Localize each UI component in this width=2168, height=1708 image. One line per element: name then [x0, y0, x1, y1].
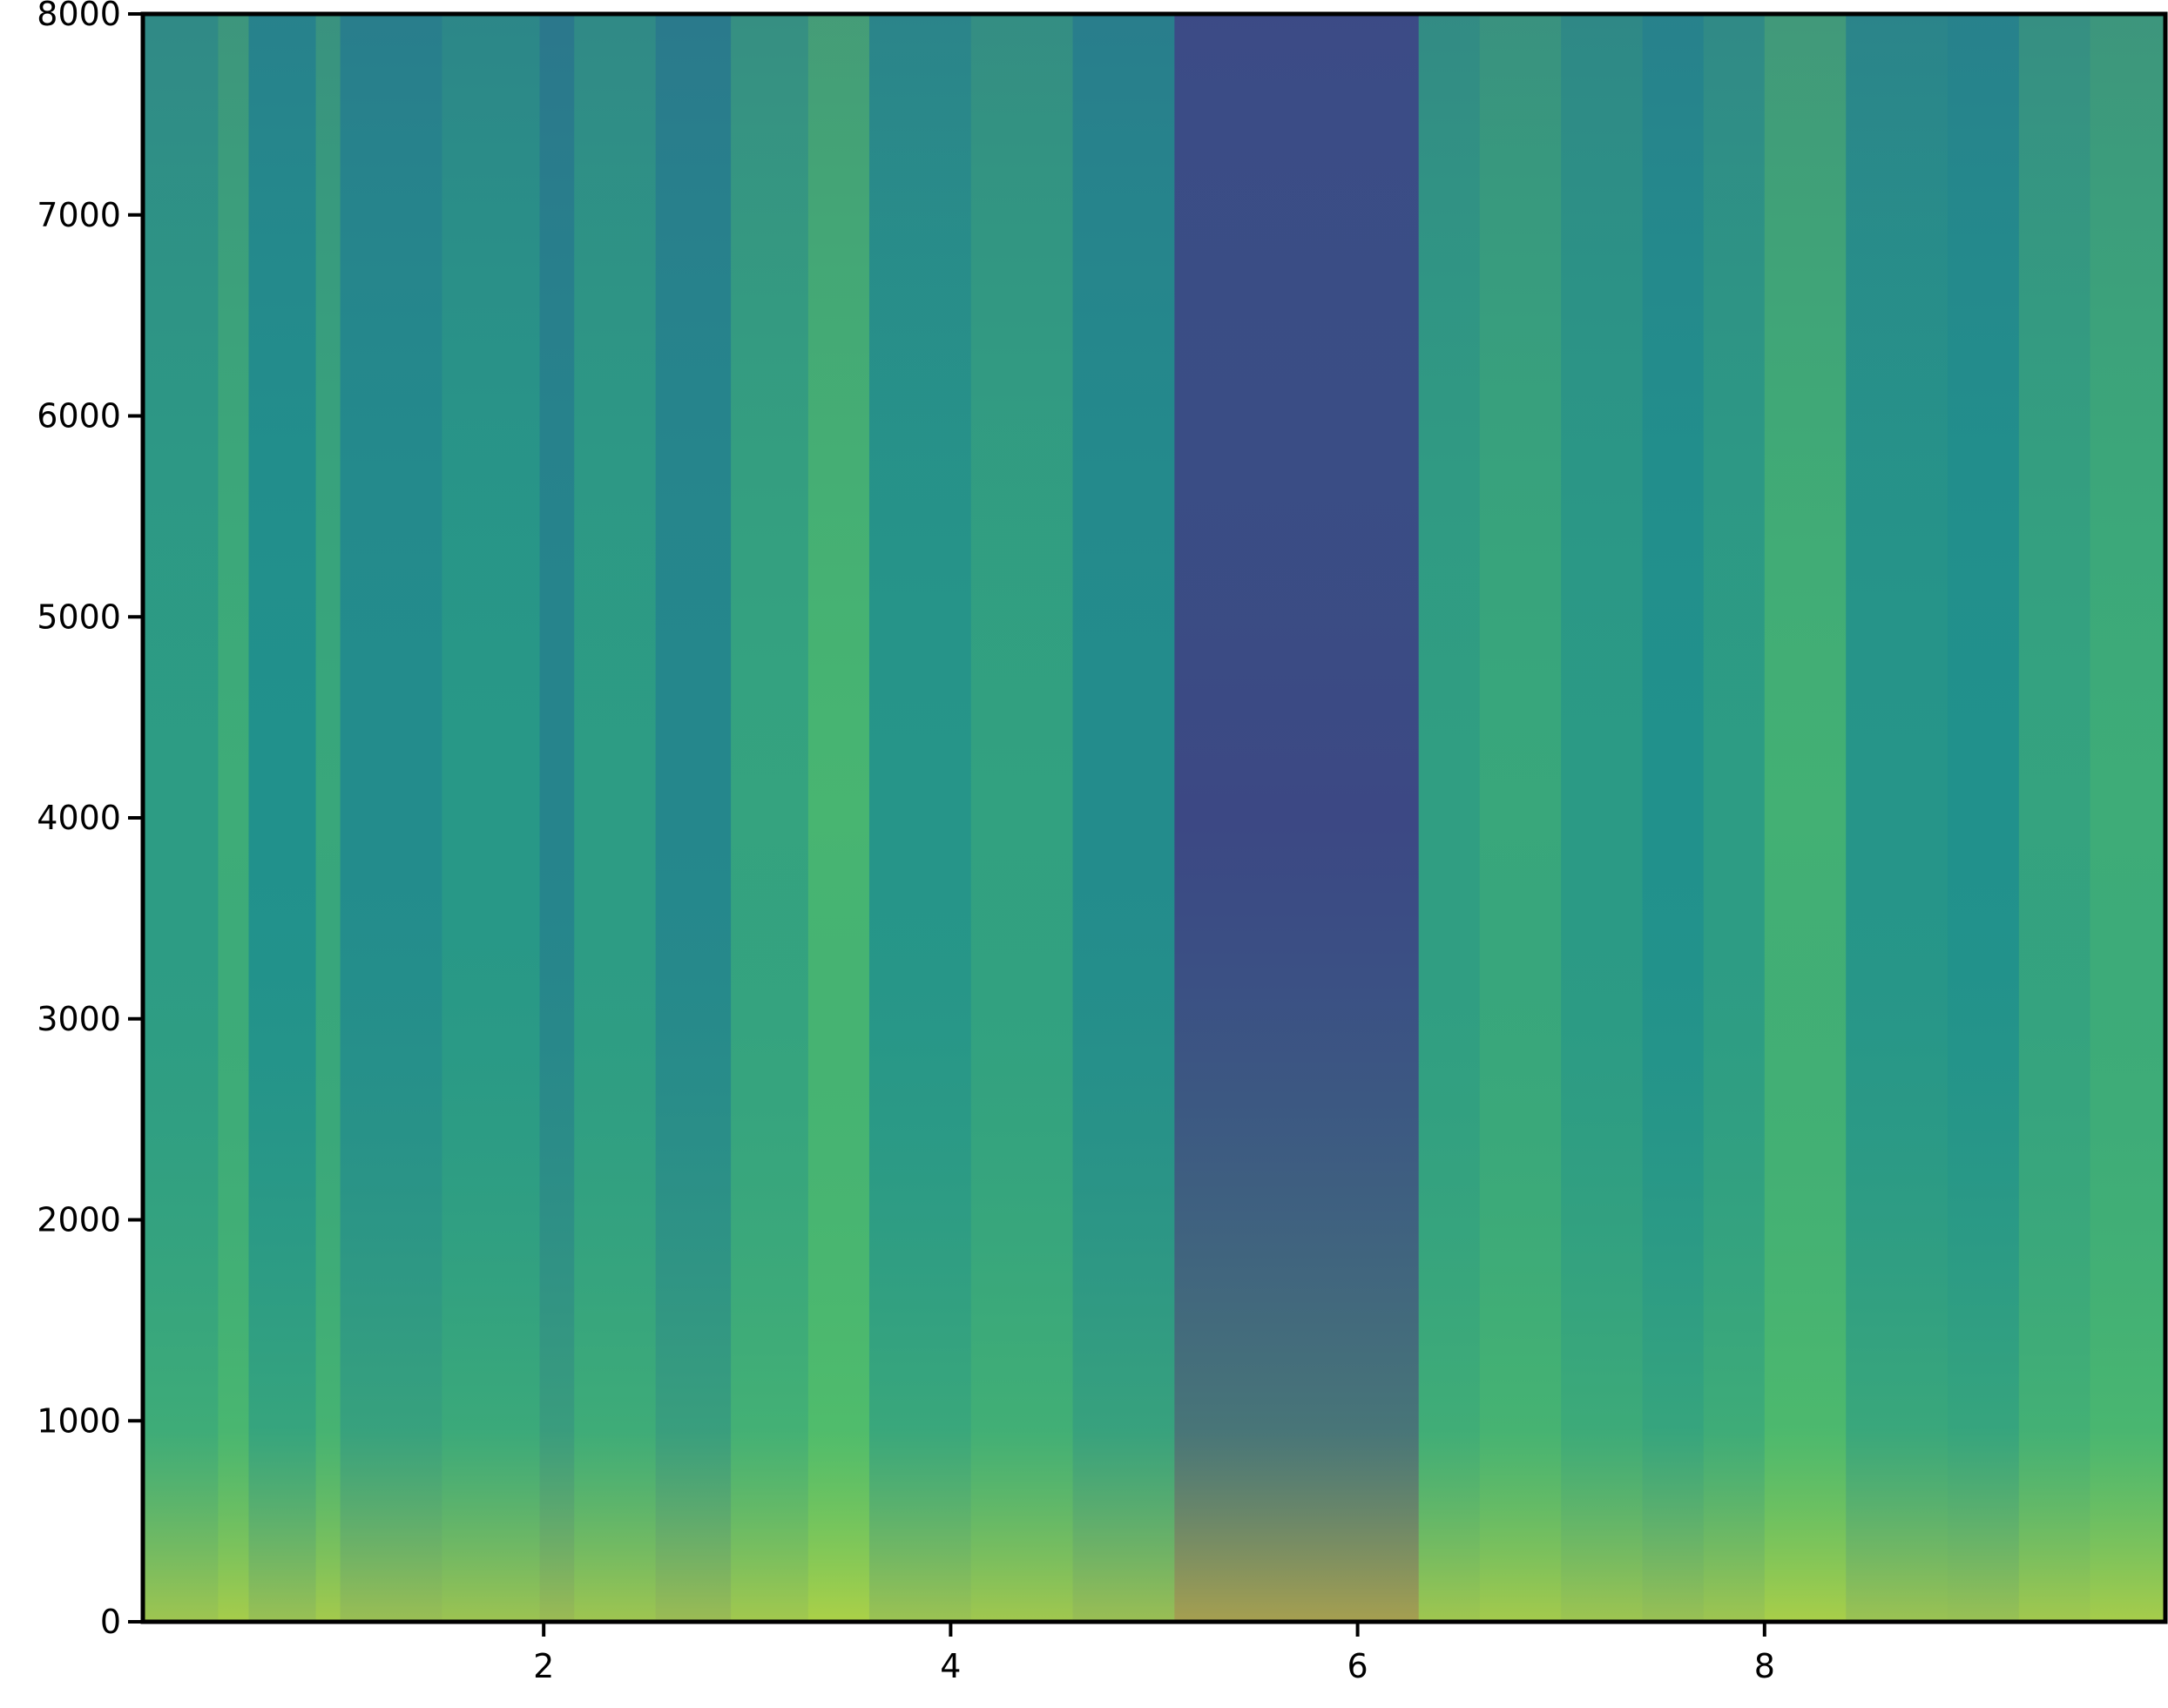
y-tick-label: 4000 — [37, 799, 121, 837]
y-tick-label: 5000 — [37, 597, 121, 636]
x-tick-label: 6 — [1347, 1647, 1368, 1685]
y-axis: 0 1000 2000 3000 4000 5000 6000 7000 8000 — [37, 0, 143, 1641]
x-tick-label: 4 — [940, 1647, 961, 1685]
x-tick-label: 2 — [533, 1647, 554, 1685]
y-tick-label: 6000 — [37, 397, 121, 435]
y-tick-label: 3000 — [37, 1000, 121, 1038]
x-axis: 2 4 6 8 — [533, 1622, 1775, 1685]
y-tick-label: 1000 — [37, 1401, 121, 1440]
x-tick-label: 8 — [1754, 1647, 1775, 1685]
frequency-fade-overlay — [143, 14, 2165, 1622]
y-tick-label: 0 — [100, 1603, 121, 1641]
y-tick-label: 2000 — [37, 1201, 121, 1239]
y-tick-label: 8000 — [37, 0, 121, 33]
y-tick-label: 7000 — [37, 196, 121, 234]
